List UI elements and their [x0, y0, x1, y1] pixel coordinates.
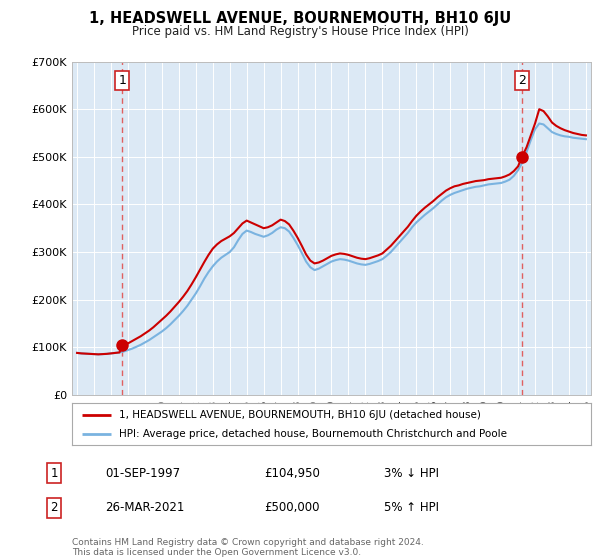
Text: 2: 2	[50, 501, 58, 515]
Text: £500,000: £500,000	[264, 501, 320, 515]
Text: 1, HEADSWELL AVENUE, BOURNEMOUTH, BH10 6JU (detached house): 1, HEADSWELL AVENUE, BOURNEMOUTH, BH10 6…	[119, 409, 481, 419]
Text: 2: 2	[518, 74, 526, 87]
Text: 5% ↑ HPI: 5% ↑ HPI	[384, 501, 439, 515]
Text: HPI: Average price, detached house, Bournemouth Christchurch and Poole: HPI: Average price, detached house, Bour…	[119, 429, 507, 439]
Text: Price paid vs. HM Land Registry's House Price Index (HPI): Price paid vs. HM Land Registry's House …	[131, 25, 469, 38]
Text: 01-SEP-1997: 01-SEP-1997	[105, 466, 180, 480]
Text: 26-MAR-2021: 26-MAR-2021	[105, 501, 184, 515]
Text: 3% ↓ HPI: 3% ↓ HPI	[384, 466, 439, 480]
Text: 1: 1	[118, 74, 127, 87]
Text: Contains HM Land Registry data © Crown copyright and database right 2024.
This d: Contains HM Land Registry data © Crown c…	[72, 538, 424, 557]
Text: £104,950: £104,950	[264, 466, 320, 480]
Text: 1, HEADSWELL AVENUE, BOURNEMOUTH, BH10 6JU: 1, HEADSWELL AVENUE, BOURNEMOUTH, BH10 6…	[89, 11, 511, 26]
Text: 1: 1	[50, 466, 58, 480]
